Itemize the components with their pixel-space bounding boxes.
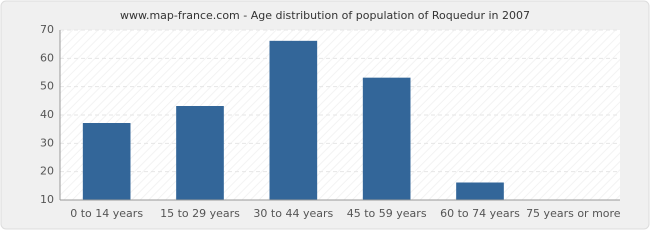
- y-tick-label: 20: [40, 165, 54, 178]
- x-tick-label: 75 years or more: [526, 207, 621, 220]
- y-tick-label: 50: [40, 80, 54, 93]
- y-tick-label: 30: [40, 136, 54, 149]
- bar: [269, 40, 318, 201]
- x-tick-label: 30 to 44 years: [253, 207, 333, 220]
- chart: www.map-france.com - Age distribution of…: [0, 0, 650, 230]
- x-tick-label: 60 to 74 years: [440, 207, 520, 220]
- x-tick-label: 15 to 29 years: [160, 207, 240, 220]
- y-tick-label: 10: [40, 193, 54, 206]
- bar: [456, 182, 504, 201]
- y-tick-label: 60: [40, 51, 54, 64]
- x-tick-label: 45 to 59 years: [347, 207, 427, 220]
- bar: [362, 77, 411, 201]
- y-tick-label: 40: [40, 108, 54, 121]
- chart-title: www.map-france.com - Age distribution of…: [120, 9, 530, 22]
- bar: [176, 106, 224, 201]
- bar: [82, 123, 131, 201]
- x-tick-label: 0 to 14 years: [70, 207, 143, 220]
- page: {"chart_data": {"type": "bar", "title": …: [0, 0, 650, 230]
- y-tick-label: 70: [40, 23, 54, 36]
